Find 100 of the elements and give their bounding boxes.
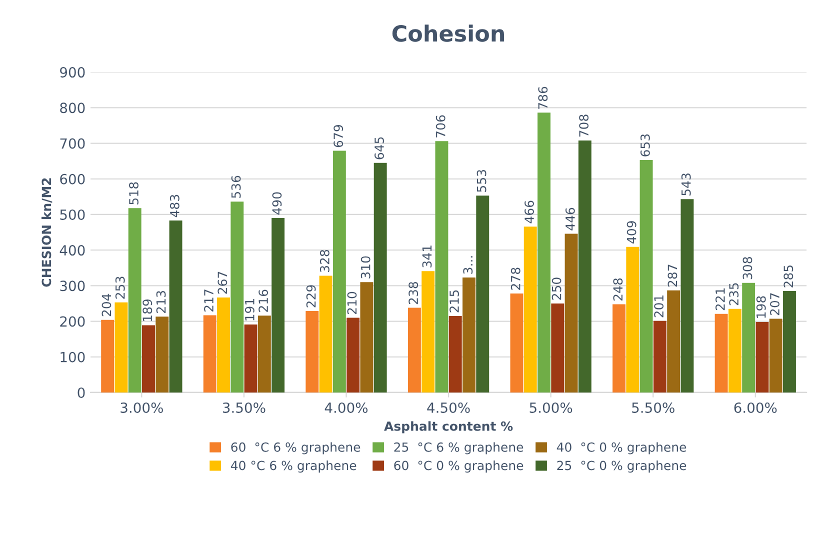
data-label: 328 [320,250,330,272]
bar [462,278,476,392]
bar [612,304,626,392]
data-label: 238 [408,282,418,304]
bar [101,320,114,392]
data-label: 210 [347,292,357,314]
data-label: 248 [613,278,623,301]
y-tick-label: 600 [60,174,85,184]
bar [114,302,128,392]
data-label: 287 [668,264,678,287]
data-label: 198 [756,296,766,318]
data-label: 217 [204,290,214,312]
data-label: 708 [579,114,589,137]
legend-label: 60 °C 6 % graphene [231,442,360,454]
data-label: 3... [463,256,473,274]
x-tick-label: 4.50% [427,402,470,413]
bar [306,310,319,392]
y-tick-label: 200 [60,316,85,327]
x-tick-label: 5.50% [632,402,674,413]
legend-label: 25 °C 6 % graphene [394,442,524,454]
data-label: 446 [565,208,575,230]
data-label: 553 [476,170,486,192]
data-label: 207 [770,293,780,316]
data-label: 706 [436,115,446,138]
legend-label: 40 °C 0 % graphene [556,442,686,454]
data-label: 229 [306,285,316,308]
legend-label: 40 °C 6 % graphene [230,460,356,473]
bar [728,308,742,392]
data-label: 250 [552,278,562,300]
bar [476,196,490,392]
bar [510,294,524,392]
bar [626,246,640,392]
x-axis-title: Asphalt content % [384,421,513,434]
bar [551,303,564,392]
data-label: 189 [142,299,152,322]
bar [680,199,694,392]
bar [244,324,258,392]
data-label: 215 [450,290,459,312]
y-axis-title: CHESION kn/M2 [42,178,52,287]
bar [203,315,216,392]
bar [319,276,332,392]
x-tick-label: 3.00% [120,402,163,413]
bar [769,318,782,392]
x-tick-label: 3.50% [222,402,266,413]
y-tick-label: 900 [60,67,85,78]
data-label: 308 [742,257,752,280]
data-label: 213 [156,291,166,313]
legend-label: 60 °C 0 % graphene [394,460,524,473]
data-label: 543 [681,174,691,196]
bar [408,308,421,392]
bar [640,160,653,392]
data-label: 221 [715,288,725,310]
bar [756,322,769,392]
data-label: 267 [218,272,228,294]
data-label: 490 [272,192,282,215]
y-tick-label: 500 [60,209,85,220]
legend-label: 25 °C 0 % graphene [557,460,686,473]
bar [435,141,448,392]
bar [332,150,346,392]
y-tick-label: 700 [60,138,85,149]
x-tick-label: 4.00% [324,402,368,413]
x-tick-label: 5.00% [530,402,572,413]
bar [360,282,374,392]
data-label: 518 [129,182,138,204]
bar [142,325,155,392]
bar [217,297,230,392]
bar [538,112,550,392]
bar [667,290,680,392]
bar [448,316,462,392]
bar [169,220,182,392]
data-label: 653 [640,134,650,156]
bar [783,291,796,392]
bar [524,226,537,392]
data-label: 278 [510,268,520,290]
bar [258,316,271,392]
y-tick-label: 0 [78,387,85,398]
data-label: 310 [360,256,370,278]
data-label: 536 [231,176,241,198]
bar [714,314,728,392]
data-label: 409 [626,221,636,244]
data-label: 786 [538,86,548,109]
bar [230,202,244,392]
data-label: 483 [170,194,180,218]
data-label: 216 [258,290,268,312]
y-tick-label: 800 [60,102,85,114]
bar [578,140,592,392]
bar [272,218,285,392]
data-label: 253 [115,276,125,299]
bar [128,208,142,392]
bar [742,282,756,392]
chart-title: Cohesion [392,24,504,42]
data-label: 201 [654,295,664,318]
data-label: 645 [374,137,384,160]
x-tick-label: 6.00% [734,402,777,413]
y-tick-label: 400 [60,245,85,256]
bar [156,316,169,392]
data-label: 191 [244,299,254,320]
data-label: 679 [334,125,344,148]
bar [564,234,578,392]
bar [346,318,360,392]
